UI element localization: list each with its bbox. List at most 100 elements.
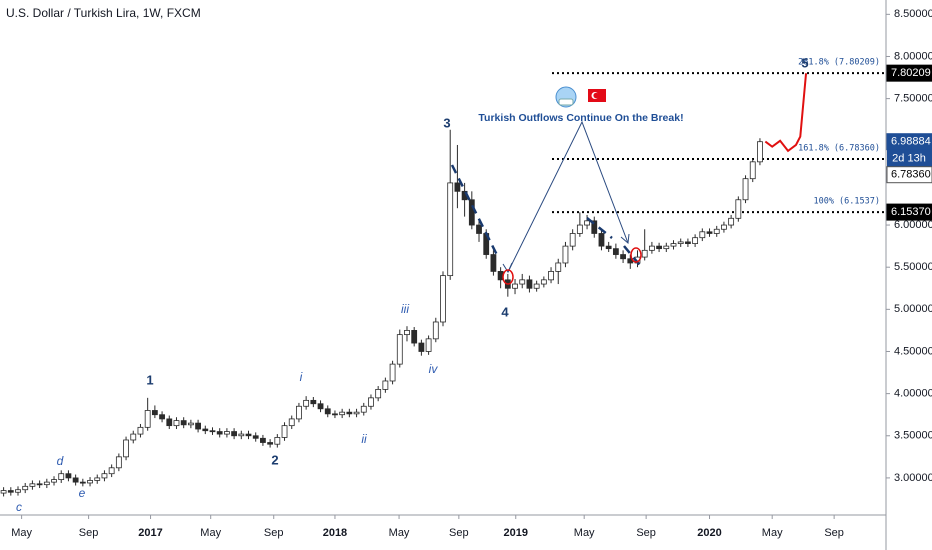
wave-labels: 1 2 3 4 5 i ii iii iv c d e [16,55,809,514]
candle-body [274,437,281,445]
candle-body [137,426,144,435]
candle-body [447,182,454,277]
flag-crescent [593,92,599,99]
countdown-box [887,149,932,167]
candle-body [418,342,425,352]
y-tick-label: 6.00000 [894,219,932,231]
x-tick-label: Sep [824,527,844,539]
candle-body [512,283,518,289]
candle-body [87,480,93,484]
price-label: 6.78360 [891,169,931,181]
y-tick-label: 7.50000 [894,93,932,105]
candle-body [202,428,209,432]
y-tick-label: 4.50000 [894,345,932,357]
candle-body [519,279,526,285]
candle-body [115,456,122,469]
candle-body [685,241,691,244]
y-tick-label: 5.00000 [894,303,932,315]
x-tick-label: May [574,527,595,539]
candle-body [382,380,389,390]
candle-body [389,363,396,382]
candle-body [180,420,187,426]
y-tick-label: 8.50000 [894,8,932,20]
fib-label: 261.8% (7.80209) [798,58,880,68]
x-tick-label: May [11,527,32,539]
emoji-mask [558,98,574,106]
candle-body [692,237,699,244]
x-tick-label: May [762,527,783,539]
chart-title: U.S. Dollar / Turkish Lira, 1W, FXCM [6,6,201,20]
candle-body [490,254,497,272]
candle-body [526,279,533,289]
drawings: Turkish Outflows Continue On the Break! [450,86,684,285]
projection-line [764,73,808,153]
candle-body [187,422,194,426]
wave-label: iii [401,302,409,316]
wave-label: i [300,370,303,384]
candle-body [620,254,626,260]
candle-body [15,489,21,493]
candle-body [576,224,583,234]
candle-body [425,338,432,352]
candle-body [749,161,756,180]
wave-label: 3 [443,115,450,130]
candle-body [166,418,173,427]
arrow-head [502,262,513,274]
candle-body [238,433,245,437]
candle-body [454,182,461,192]
candle-body [562,245,569,264]
candle-body [288,418,295,427]
y-tick-label: 3.50000 [894,430,932,442]
candle-body [94,477,101,481]
annotation: Turkish Outflows Continue On the Break! [478,112,683,124]
x-tick-label: Sep [449,527,469,539]
candle-body [375,389,382,399]
candle-body [7,490,14,493]
circle-mark [502,269,514,285]
candle-body [317,403,324,410]
price-label: 7.80209 [891,67,931,79]
candle-body [584,220,590,226]
candle-body [209,430,216,433]
candle-body [123,439,129,458]
plot-area: 261.8% (7.80209) 161.8% (6.78360) 100% (6.… [0,58,886,497]
candle-body [0,490,7,494]
y-tick-label: 5.50000 [894,261,932,273]
candle-body [224,431,230,435]
candle-body [476,224,482,234]
x-tick-label: 2020 [697,527,721,539]
candle-body [29,483,36,487]
candle-body [245,433,252,437]
price-label-box [886,64,932,82]
candle-body [533,283,540,289]
price-label-box [886,166,932,184]
candle-body [706,231,713,234]
candle-body [548,271,554,281]
candle-body [555,262,562,272]
y-tick-label: 8.00000 [894,50,932,62]
candle-body [728,217,735,226]
fib-label: 161.8% (6.78360) [798,144,880,154]
candle-body [296,405,302,420]
candle-body [598,233,605,247]
wave-label: 5 [801,55,808,70]
candle-body [51,479,57,483]
wave-label: 4 [501,304,509,319]
candle-body [648,245,655,251]
candle-body [260,437,266,443]
y-tick-label: 4.00000 [894,388,932,400]
candle-body [58,473,65,480]
candle-body [101,473,108,479]
trend-line [586,217,613,239]
x-tick-label: 2018 [323,527,347,539]
candle-body [591,220,598,234]
candle-body [130,433,137,441]
candle-body [339,411,346,416]
candle-body [332,413,338,416]
wave-label: d [57,454,64,468]
candle-body [605,245,612,250]
candle-body [677,241,684,244]
x-tick-label: Sep [636,527,656,539]
arrow-path [507,120,629,273]
